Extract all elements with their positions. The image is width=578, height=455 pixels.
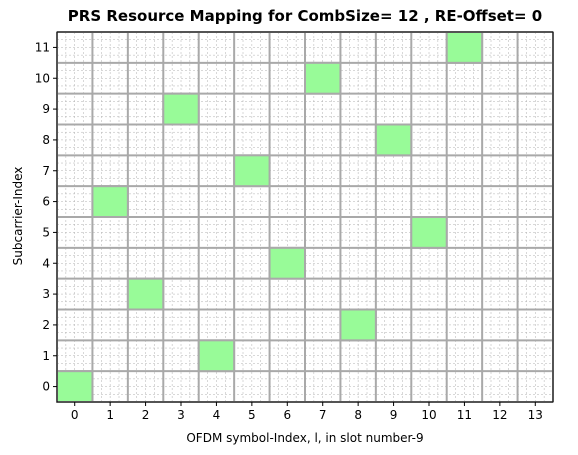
x-tick-label: 11: [457, 408, 472, 422]
prs-resource-cell: [268, 246, 307, 280]
y-axis-label: Subcarrier-Index: [11, 167, 25, 266]
x-tick-label: 10: [421, 408, 436, 422]
y-tick-label: 11: [35, 40, 50, 54]
y-tick-label: 8: [42, 133, 50, 147]
y-tick-label: 10: [35, 71, 50, 85]
prs-resource-cell: [162, 92, 200, 126]
y-tick-label: 4: [42, 256, 50, 270]
y-tick-label: 7: [42, 164, 50, 178]
x-tick-label: 7: [319, 408, 327, 422]
prs-resource-cell: [56, 370, 94, 403]
y-tick-label: 2: [42, 318, 50, 332]
y-tick-label: 9: [42, 102, 50, 116]
prs-resource-cell: [233, 154, 271, 188]
y-tick-label: 1: [42, 349, 50, 363]
y-axis-ticks: 0 1 2 3 4 5 6 7 8 9 10 11: [35, 40, 57, 394]
x-tick-label: 2: [142, 408, 150, 422]
x-tick-label: 13: [528, 408, 543, 422]
y-tick-label: 6: [42, 195, 50, 209]
prs-resource-cell: [197, 339, 236, 373]
plot-frame: [56, 31, 554, 403]
x-tick-label: 1: [106, 408, 114, 422]
prs-resource-cell: [374, 123, 413, 157]
prs-resource-cell: [304, 61, 342, 95]
x-axis-ticks: 0 1 2 3 4 5 6 7 8 9 10 11 12 13: [71, 402, 543, 422]
prs-resource-cell: [410, 216, 448, 249]
x-tick-label: 0: [71, 408, 79, 422]
x-tick-label: 5: [248, 408, 256, 422]
x-tick-label: 9: [390, 408, 398, 422]
y-tick-label: 3: [42, 287, 50, 301]
chart-title: PRS Resource Mapping for CombSize= 12 , …: [68, 7, 542, 25]
prs-resource-cell: [126, 277, 165, 311]
x-tick-label: 3: [177, 408, 185, 422]
x-axis-label: OFDM symbol-Index, l, in slot number-9: [186, 431, 423, 445]
x-tick-label: 8: [354, 408, 362, 422]
prs-resource-cell: [445, 31, 484, 64]
y-tick-label: 0: [42, 380, 50, 394]
y-tick-label: 5: [42, 225, 50, 239]
prs-resource-cell: [339, 308, 377, 342]
prs-resource-cell: [91, 185, 129, 219]
x-tick-label: 6: [283, 408, 291, 422]
x-tick-label: 12: [492, 408, 507, 422]
x-tick-label: 4: [213, 408, 221, 422]
